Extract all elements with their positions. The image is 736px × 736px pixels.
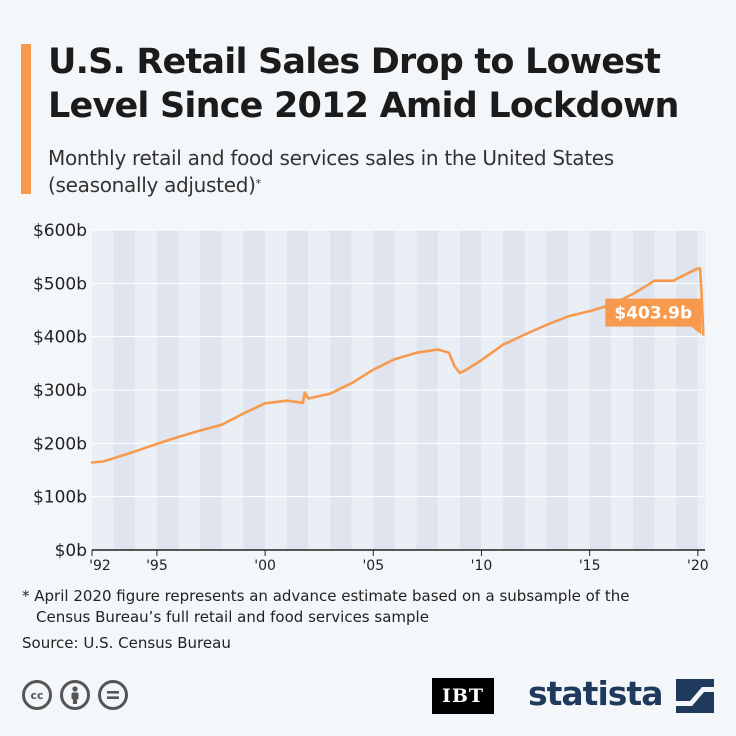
series-line — [90, 267, 705, 464]
footnote: * April 2020 figure represents an advanc… — [22, 586, 722, 628]
y-tick-label: $600b — [33, 221, 87, 241]
value-label-pointer — [691, 326, 702, 335]
retail-sales-chart: $0b $100b $200b $300b $400b $500b $600b '92 '95 '… — [33, 221, 709, 574]
y-tick-label: $100b — [33, 488, 87, 508]
source-note: Source: U.S. Census Bureau — [22, 634, 231, 652]
accent-bar — [21, 44, 31, 194]
title-line-1: U.S. Retail Sales Drop to Lowest — [48, 42, 661, 82]
footnote-line-1: * April 2020 figure represents an advanc… — [22, 587, 630, 605]
x-tick-label: '20 — [687, 558, 709, 574]
subtitle-line-2: (seasonally adjusted) — [48, 173, 256, 197]
x-tick-label: '05 — [362, 558, 384, 574]
ibt-logo[interactable]: IBT — [432, 678, 494, 714]
title-line-2: Level Since 2012 Amid Lockdown — [48, 86, 679, 126]
subtitle-line-1: Monthly retail and food services sales i… — [48, 146, 614, 170]
footnote-line-2: Census Bureau’s full retail and food ser… — [36, 608, 429, 626]
chart-title: U.S. Retail Sales Drop to Lowest Level S… — [48, 40, 728, 128]
statista-logo[interactable]: statista — [528, 674, 663, 713]
cc-icon[interactable]: cc — [22, 680, 52, 710]
subtitle-footnote-mark: * — [255, 177, 262, 190]
y-tick-label: $200b — [33, 434, 87, 454]
by-icon[interactable] — [60, 680, 90, 710]
x-tick-label: '00 — [254, 558, 276, 574]
license-icons: cc — [22, 680, 128, 710]
x-tick-label: '95 — [146, 558, 168, 574]
y-tick-label: $0b — [55, 541, 87, 561]
value-label-box — [605, 298, 702, 327]
value-label: $403.9b — [614, 304, 692, 324]
chart-subtitle: Monthly retail and food services sales i… — [48, 145, 728, 199]
x-tick-label: '15 — [579, 558, 601, 574]
y-tick-label: $300b — [33, 381, 87, 401]
x-tick-label: '92 — [89, 558, 111, 574]
x-tick-label: '10 — [471, 558, 493, 574]
y-tick-label: $500b — [33, 274, 87, 294]
subtitle-line-2-wrap: (seasonally adjusted)* — [48, 172, 728, 199]
y-tick-label: $400b — [33, 328, 87, 348]
nd-icon[interactable] — [98, 680, 128, 710]
statista-logo-icon[interactable] — [676, 679, 714, 713]
